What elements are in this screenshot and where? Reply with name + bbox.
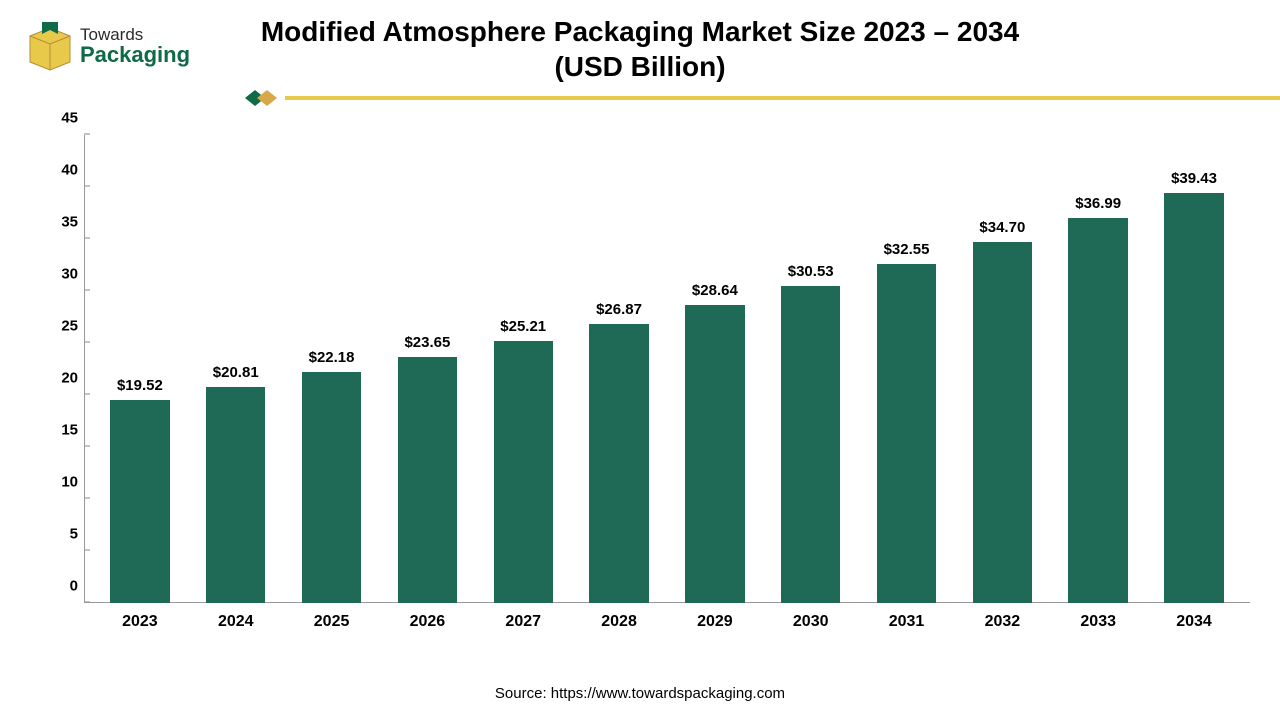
x-tick-label: 2033 [1050, 603, 1146, 645]
x-tick-label: 2032 [954, 603, 1050, 645]
x-tick-label: 2024 [188, 603, 284, 645]
y-tick-label: 5 [70, 526, 78, 543]
bar [1068, 218, 1127, 603]
bar-value-label: $19.52 [117, 377, 163, 394]
bar-slot: $20.81 [188, 135, 284, 603]
y-tick-label: 25 [61, 318, 78, 335]
x-tick-label: 2025 [284, 603, 380, 645]
bar [1164, 193, 1223, 603]
bar [110, 400, 169, 603]
bar [206, 387, 265, 603]
bars-container: $19.52 $20.81 $22.18 $23.65 $25.21 $26.87 $28.… [84, 135, 1250, 603]
bar-slot: $32.55 [859, 135, 955, 603]
bar-value-label: $39.43 [1171, 170, 1217, 187]
y-tick-label: 20 [61, 370, 78, 387]
bar-slot: $36.99 [1050, 135, 1146, 603]
x-tick-label: 2031 [859, 603, 955, 645]
y-tick-label: 10 [61, 474, 78, 491]
bar-value-label: $20.81 [213, 364, 259, 381]
bar [398, 357, 457, 603]
brand-logo: Towards Packaging [24, 16, 224, 76]
bar-chart: 051015202530354045 $19.52$20.81$22.18$23… [40, 135, 1250, 645]
x-tick-label: 2027 [475, 603, 571, 645]
y-tick-label: 0 [70, 578, 78, 595]
bar-value-label: $23.65 [404, 334, 450, 351]
bar-slot: $30.53 [763, 135, 859, 603]
bar-value-label: $34.70 [979, 219, 1025, 236]
y-tick-label: 45 [61, 110, 78, 127]
bar-slot: $39.43 [1146, 135, 1242, 603]
y-axis: 051015202530354045 [40, 135, 84, 603]
bar-slot: $19.52 [92, 135, 188, 603]
bar-slot: $23.65 [379, 135, 475, 603]
bar-value-label: $28.64 [692, 282, 738, 299]
y-tick-label: 40 [61, 162, 78, 179]
x-tick-label: 2026 [379, 603, 475, 645]
bar-slot: $25.21 [475, 135, 571, 603]
bar [494, 341, 553, 603]
bar [877, 264, 936, 603]
x-tick-label: 2029 [667, 603, 763, 645]
x-tick-label: 2028 [571, 603, 667, 645]
x-tick-label: 2023 [92, 603, 188, 645]
box-icon [30, 22, 70, 70]
title-divider [245, 92, 1280, 104]
x-tick-label: 2034 [1146, 603, 1242, 645]
bar-value-label: $26.87 [596, 301, 642, 318]
bar-value-label: $22.18 [309, 349, 355, 366]
y-tick-label: 35 [61, 214, 78, 231]
source-text: Source: https://www.towardspackaging.com [0, 685, 1280, 702]
bar [685, 305, 744, 603]
bar-slot: $22.18 [284, 135, 380, 603]
bar [973, 242, 1032, 603]
logo-text-line2: Packaging [80, 42, 190, 67]
y-tick-label: 30 [61, 266, 78, 283]
y-tick-label: 15 [61, 422, 78, 439]
bar [302, 372, 361, 603]
bar-slot: $26.87 [571, 135, 667, 603]
bar-value-label: $32.55 [884, 241, 930, 258]
bar [781, 286, 840, 604]
divider-line [285, 96, 1280, 100]
bar [589, 324, 648, 603]
x-axis: 2023202420252026202720282029203020312032… [84, 603, 1250, 645]
bar-slot: $28.64 [667, 135, 763, 603]
bar-slot: $34.70 [954, 135, 1050, 603]
bar-value-label: $36.99 [1075, 195, 1121, 212]
bar-value-label: $25.21 [500, 318, 546, 335]
bar-value-label: $30.53 [788, 263, 834, 280]
plot-area: $19.52 $20.81 $22.18 $23.65 $25.21 $26.87 $28.… [84, 135, 1250, 603]
x-tick-label: 2030 [763, 603, 859, 645]
